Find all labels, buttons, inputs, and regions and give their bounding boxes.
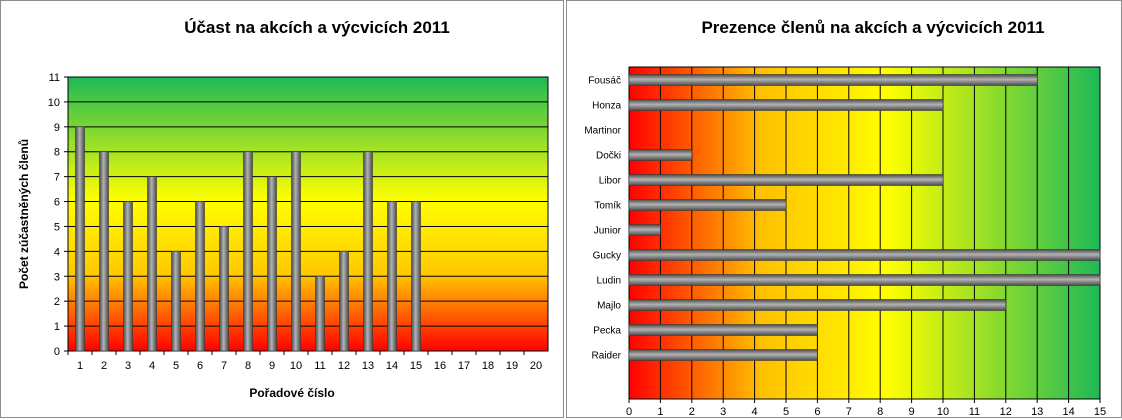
- bar-Fousáč: [628, 74, 1038, 86]
- y-tick-label: 7: [54, 172, 60, 184]
- bar-Junior: [628, 224, 661, 236]
- bar-8: [243, 151, 253, 352]
- x-tick-label: 2: [101, 360, 107, 372]
- x-tick-label: 9: [269, 360, 275, 372]
- bar-Tomík: [628, 199, 787, 211]
- x-tick-label: 1: [657, 406, 663, 418]
- y-tick-label: 3: [54, 271, 60, 283]
- x-tick-label: 6: [814, 406, 820, 418]
- bar-7: [219, 226, 229, 352]
- bar-1: [75, 126, 85, 352]
- y-tick-label: 10: [48, 97, 60, 109]
- x-axis-label: Pořadové číslo: [249, 386, 334, 400]
- x-tick-label: 8: [877, 406, 883, 418]
- x-tick-label: 4: [149, 360, 155, 372]
- x-tick-label: 0: [626, 406, 632, 418]
- category-label: Tomík: [594, 201, 622, 212]
- presence-chart-panel: Prezence členů na akcích a výcvicích 201…: [566, 0, 1122, 418]
- category-label: Honza: [592, 101, 621, 112]
- category-label: Junior: [594, 226, 622, 237]
- x-tick-label: 14: [1062, 406, 1074, 418]
- bar-2: [99, 151, 109, 352]
- bar-Ludin: [628, 274, 1101, 286]
- x-tick-label: 18: [482, 360, 494, 372]
- bar-9: [267, 176, 277, 352]
- bar-15: [411, 201, 421, 352]
- category-label: Martinor: [584, 126, 621, 137]
- attendance-chart: Účast na akcích a výcvicích 2011 0123456…: [17, 18, 549, 400]
- x-tick-label: 14: [386, 360, 398, 372]
- y-tick-label: 0: [54, 346, 60, 358]
- x-tick-label: 5: [783, 406, 789, 418]
- y-tick-label: 9: [54, 122, 60, 134]
- y-axis-label: Počet zúčastněných členů: [17, 139, 31, 289]
- x-tick-label: 20: [530, 360, 542, 372]
- x-tick-label: 16: [434, 360, 446, 372]
- bar-11: [315, 275, 325, 352]
- x-tick-label: 13: [1031, 406, 1043, 418]
- y-tick-label: 4: [54, 246, 60, 258]
- x-tick-label: 7: [846, 406, 852, 418]
- bar-Honza: [628, 99, 944, 111]
- plot-area: [628, 66, 1101, 400]
- bar-10: [291, 151, 301, 352]
- bar-12: [339, 251, 349, 352]
- category-label: Libor: [599, 176, 622, 187]
- bar-Dočki: [628, 149, 693, 161]
- x-tick-label: 5: [173, 360, 179, 372]
- bar-14: [387, 201, 397, 352]
- x-tick-label: 1: [77, 360, 83, 372]
- x-tick-label: 6: [197, 360, 203, 372]
- x-tick-label: 8: [245, 360, 251, 372]
- x-tick-label: 7: [221, 360, 227, 372]
- bar-13: [363, 151, 373, 352]
- x-tick-label: 12: [338, 360, 350, 372]
- x-tick-label: 10: [937, 406, 949, 418]
- plot-area: [67, 76, 549, 352]
- x-tick-label: 13: [362, 360, 374, 372]
- category-label: Majlo: [597, 301, 621, 312]
- chart-title: Prezence členů na akcích a výcvicích 201…: [701, 18, 1044, 37]
- x-tick-label: 12: [1000, 406, 1012, 418]
- bar-Gucky: [628, 249, 1101, 261]
- bar-Majlo: [628, 299, 1007, 311]
- x-tick-label: 10: [290, 360, 302, 372]
- x-tick-label: 3: [125, 360, 131, 372]
- x-tick-label: 9: [909, 406, 915, 418]
- x-tick-label: 11: [969, 406, 980, 418]
- presence-chart: Prezence členů na akcích a výcvicích 201…: [584, 18, 1106, 418]
- bar-Libor: [628, 174, 944, 186]
- x-tick-label: 15: [1094, 406, 1106, 418]
- category-label: Dočki: [596, 151, 621, 162]
- category-label: Fousáč: [588, 76, 621, 87]
- category-label: Pecka: [593, 326, 621, 337]
- bar-Pecka: [628, 324, 818, 336]
- bar-5: [171, 251, 181, 352]
- x-tick-label: 3: [720, 406, 726, 418]
- bar-6: [195, 201, 205, 352]
- category-label: Ludin: [597, 276, 621, 287]
- x-tick-label: 2: [689, 406, 695, 418]
- y-tick-label: 11: [49, 72, 60, 84]
- y-tick-label: 5: [54, 221, 60, 233]
- x-tick-label: 19: [506, 360, 518, 372]
- bar-Raider: [628, 349, 818, 361]
- category-label: Gucky: [593, 251, 621, 262]
- x-tick-label: 17: [458, 360, 470, 372]
- y-tick-label: 1: [54, 321, 60, 333]
- y-tick-label: 8: [54, 147, 60, 159]
- x-tick-label: 11: [314, 360, 325, 372]
- y-tick-label: 6: [54, 197, 60, 209]
- category-label: Raider: [592, 351, 622, 362]
- x-tick-label: 15: [410, 360, 422, 372]
- bar-4: [147, 176, 157, 352]
- chart-title: Účast na akcích a výcvicích 2011: [184, 18, 450, 37]
- bar-3: [123, 201, 133, 352]
- x-tick-label: 4: [752, 406, 758, 418]
- y-tick-label: 2: [54, 296, 60, 308]
